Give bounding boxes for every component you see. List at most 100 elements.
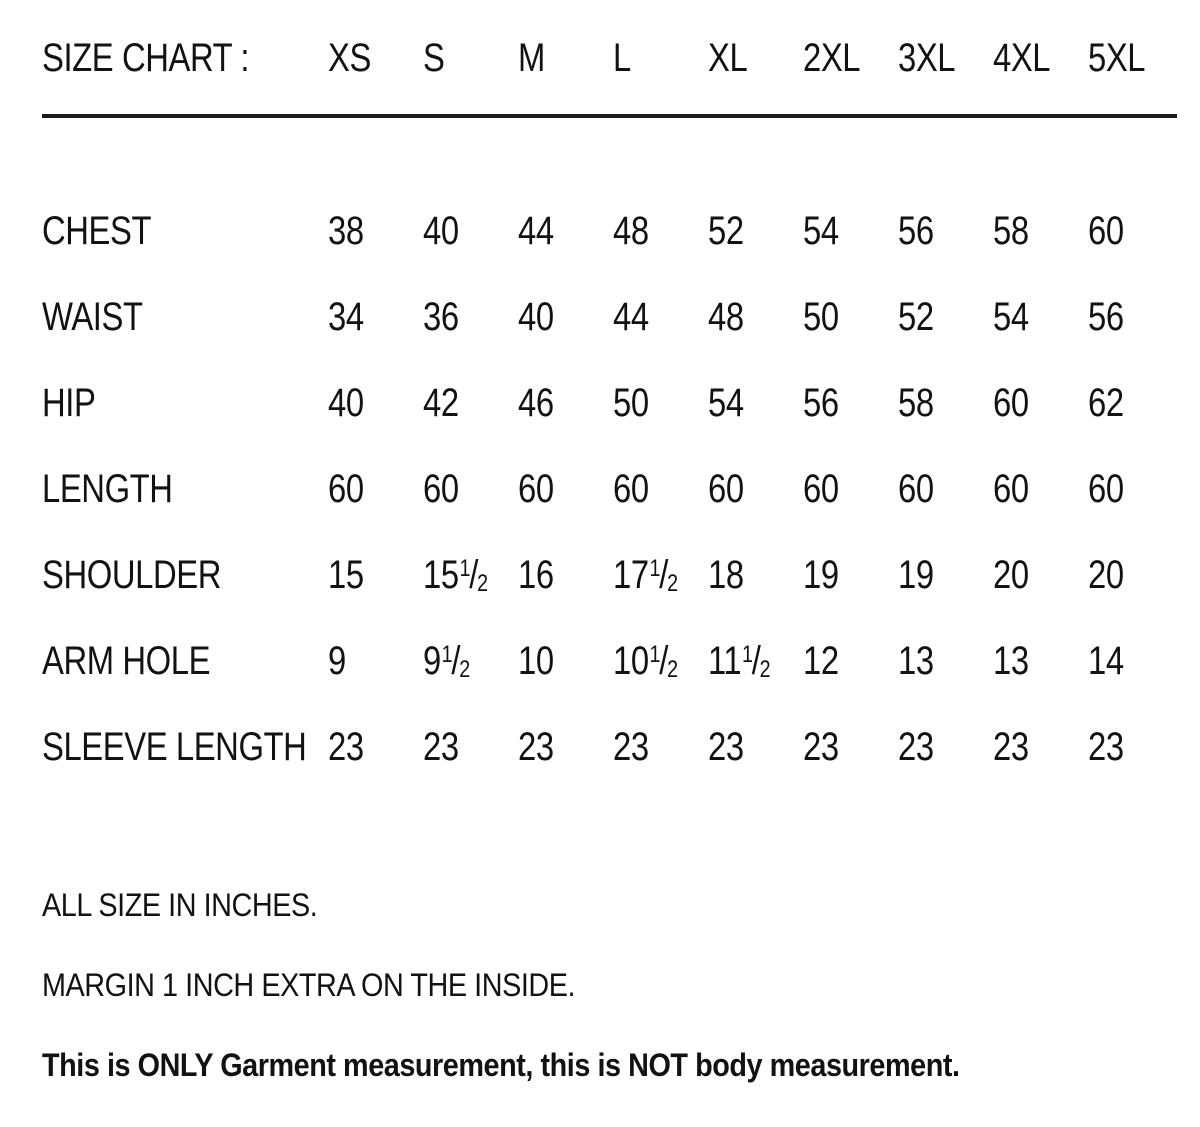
measurement-value: 38 xyxy=(328,208,364,253)
measurement-value: 60 xyxy=(423,466,459,511)
measurement-value: 50 xyxy=(613,380,649,425)
measurement-value: 60 xyxy=(1088,208,1124,253)
measurement-value: 23 xyxy=(423,724,459,769)
size-chart-title: SIZE CHART : xyxy=(42,36,250,80)
measurement-value: 54 xyxy=(993,294,1029,339)
measurement-value: 18 xyxy=(708,552,744,597)
size-column-header: XL xyxy=(708,36,748,80)
measurement-value: 60 xyxy=(993,380,1029,425)
measurement-value: 46 xyxy=(518,380,554,425)
table-row: WAIST 34 36 40 44 48 50 52 54 56 xyxy=(42,274,1200,360)
one-half-fraction: 1/2 xyxy=(459,552,488,598)
row-label: SLEEVE LENGTH xyxy=(42,724,307,769)
measurement-value: 12 xyxy=(803,638,839,683)
measurement-value: 48 xyxy=(708,294,744,339)
measurement-value: 19 xyxy=(803,552,839,597)
measurement-rows: CHEST 38 40 44 48 52 54 56 58 60 WAIST 34 36 40 44 48 50… xyxy=(42,188,1200,790)
measurement-value: 20 xyxy=(993,552,1029,597)
one-half-fraction: 1/2 xyxy=(742,638,771,684)
measurement-value: 44 xyxy=(518,208,554,253)
size-column-header: L xyxy=(613,36,631,80)
measurement-value: 56 xyxy=(803,380,839,425)
measurement-value: 23 xyxy=(613,724,649,769)
measurement-value: 58 xyxy=(898,380,934,425)
measurement-value: 9 xyxy=(328,638,346,683)
measurement-value: 60 xyxy=(518,466,554,511)
header-divider xyxy=(42,114,1177,118)
size-column-header: M xyxy=(518,36,545,80)
measurement-value: 40 xyxy=(518,294,554,339)
measurement-value: 60 xyxy=(993,466,1029,511)
measurement-value: 42 xyxy=(423,380,459,425)
measurement-value: 52 xyxy=(708,208,744,253)
one-half-fraction: 1/2 xyxy=(649,638,678,684)
measurement-value: 111/2 xyxy=(708,638,771,684)
row-label: ARM HOLE xyxy=(42,638,211,683)
measurement-value: 60 xyxy=(1088,466,1124,511)
measurement-value: 151/2 xyxy=(423,552,488,598)
measurement-value: 23 xyxy=(518,724,554,769)
measurement-value: 19 xyxy=(898,552,934,597)
measurement-value: 40 xyxy=(423,208,459,253)
one-half-fraction: 1/2 xyxy=(441,638,471,684)
size-chart-table: SIZE CHART : XS S M L XL 2XL 3XL 4XL 5XL CHEST 38… xyxy=(42,0,1200,790)
measurement-value: 58 xyxy=(993,208,1029,253)
size-column-header: 3XL xyxy=(898,36,956,80)
measurement-value: 23 xyxy=(328,724,364,769)
measurement-value: 60 xyxy=(328,466,364,511)
measurement-value: 13 xyxy=(898,638,934,683)
measurement-value: 13 xyxy=(993,638,1029,683)
size-column-header: S xyxy=(423,36,445,80)
measurement-value: 62 xyxy=(1088,380,1124,425)
measurement-value: 23 xyxy=(708,724,744,769)
measurement-value: 44 xyxy=(613,294,649,339)
measurement-value: 54 xyxy=(708,380,744,425)
size-header-row: SIZE CHART : XS S M L XL 2XL 3XL 4XL 5XL xyxy=(42,36,1200,80)
measurement-value: 23 xyxy=(803,724,839,769)
measurement-value: 54 xyxy=(803,208,839,253)
size-column-header: 5XL xyxy=(1088,36,1146,80)
measurement-value: 56 xyxy=(1088,294,1124,339)
measurement-value: 91/2 xyxy=(423,638,471,684)
row-label: HIP xyxy=(42,380,96,425)
measurement-value: 16 xyxy=(518,552,554,597)
measurement-value: 20 xyxy=(1088,552,1124,597)
measurement-value: 60 xyxy=(613,466,649,511)
measurement-value: 60 xyxy=(898,466,934,511)
measurement-value: 101/2 xyxy=(613,638,678,684)
footer-notes: ALL SIZE IN INCHES. MARGIN 1 INCH EXTRA O… xyxy=(42,865,1200,1105)
measurement-value: 36 xyxy=(423,294,459,339)
table-row: SHOULDER 15 151/2 16 171/2 18 19 19 20 20 xyxy=(42,532,1200,618)
table-row: CHEST 38 40 44 48 52 54 56 58 60 xyxy=(42,188,1200,274)
measurement-value: 60 xyxy=(803,466,839,511)
measurement-value: 15 xyxy=(328,552,364,597)
row-label: SHOULDER xyxy=(42,552,221,597)
row-label: WAIST xyxy=(42,294,143,339)
measurement-value: 52 xyxy=(898,294,934,339)
measurement-value: 60 xyxy=(708,466,744,511)
table-row: SLEEVE LENGTH 23 23 23 23 23 23 23 23 23 xyxy=(42,704,1200,790)
table-row: ARM HOLE 9 91/2 10 101/2 111/2 12 13 13 14 xyxy=(42,618,1200,704)
table-row: HIP 40 42 46 50 54 56 58 60 62 xyxy=(42,360,1200,446)
table-row: LENGTH 60 60 60 60 60 60 60 60 60 xyxy=(42,446,1200,532)
measurement-value: 14 xyxy=(1088,638,1124,683)
measurement-value: 23 xyxy=(898,724,934,769)
measurement-value: 34 xyxy=(328,294,364,339)
size-column-header: 4XL xyxy=(993,36,1051,80)
size-column-header: 2XL xyxy=(803,36,861,80)
measurement-value: 23 xyxy=(1088,724,1124,769)
note-line: This is ONLY Garment measurement, this i… xyxy=(42,1046,960,1083)
size-column-header: XS xyxy=(328,36,371,80)
measurement-value: 40 xyxy=(328,380,364,425)
row-label: LENGTH xyxy=(42,466,173,511)
one-half-fraction: 1/2 xyxy=(649,552,678,598)
measurement-value: 48 xyxy=(613,208,649,253)
measurement-value: 23 xyxy=(993,724,1029,769)
note-line: ALL SIZE IN INCHES. xyxy=(42,886,318,923)
row-label: CHEST xyxy=(42,208,152,253)
measurement-value: 10 xyxy=(518,638,554,683)
note-line: MARGIN 1 INCH EXTRA ON THE INSIDE. xyxy=(42,966,576,1003)
measurement-value: 56 xyxy=(898,208,934,253)
measurement-value: 171/2 xyxy=(613,552,678,598)
